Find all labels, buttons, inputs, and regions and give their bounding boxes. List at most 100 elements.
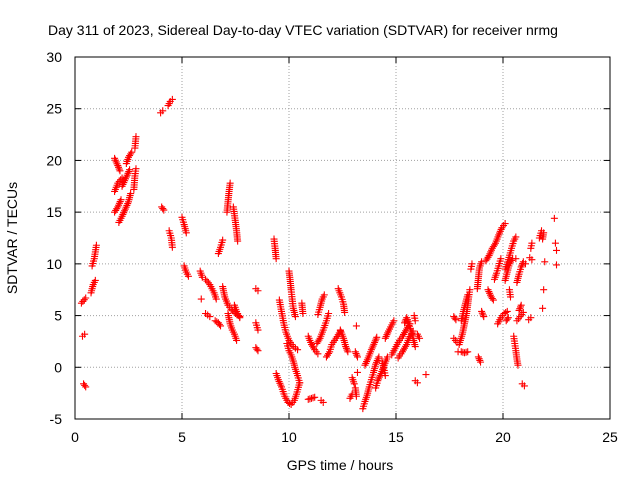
data-point: [475, 355, 483, 363]
plot-frame: [74, 56, 611, 420]
data-point: [390, 317, 398, 325]
data-point: [342, 344, 350, 352]
data-point: [516, 305, 524, 313]
data-point: [514, 361, 522, 369]
data-point: [503, 307, 511, 315]
y-tick-label: 30: [46, 49, 62, 65]
data-point: [515, 306, 523, 314]
y-axis-label: SDTVAR / TECUs: [4, 182, 20, 294]
data-point: [516, 303, 524, 311]
data-point: [296, 379, 304, 387]
y-tick-label: 15: [46, 204, 62, 220]
data-point: [132, 133, 140, 141]
y-tick-label: 5: [54, 308, 62, 324]
x-axis-label: GPS time / hours: [287, 457, 394, 473]
x-tick-label: 20: [495, 429, 511, 445]
data-point: [480, 313, 488, 321]
data-point: [325, 310, 333, 318]
data-point: [197, 295, 205, 303]
data-point: [381, 372, 389, 380]
data-point: [518, 261, 526, 269]
data-point: [464, 348, 472, 356]
data-point: [488, 295, 496, 303]
data-point: [372, 335, 380, 343]
data-point: [476, 356, 484, 364]
data-point: [506, 293, 514, 301]
y-tick-labels: -5 0 5 10 15 20 25 30: [46, 49, 62, 427]
data-point: [553, 246, 560, 254]
data-point: [116, 167, 124, 175]
data-point: [478, 258, 486, 266]
data-point: [352, 392, 360, 400]
data-point: [81, 381, 89, 389]
y-tick-label: -5: [50, 411, 63, 427]
data-point: [517, 301, 525, 309]
data-point: [219, 236, 227, 244]
data-point: [127, 150, 135, 158]
data-point: [411, 317, 419, 325]
data-point: [352, 349, 360, 357]
chart-title: Day 311 of 2023, Sidereal Day-to-day VTE…: [48, 22, 558, 38]
data-point: [320, 291, 328, 299]
data-point: [325, 349, 333, 357]
data-point: [291, 313, 299, 321]
data-point: [314, 350, 322, 358]
data-point: [182, 229, 190, 237]
data-point: [528, 256, 536, 264]
data-point: [254, 326, 262, 334]
x-tick-label: 15: [388, 429, 404, 445]
x-tick-label: 10: [281, 429, 297, 445]
data-point: [477, 358, 485, 366]
data-point: [253, 345, 261, 353]
data-point: [519, 308, 527, 316]
data-point: [319, 398, 327, 406]
data-point: [272, 255, 280, 263]
data-point: [521, 260, 529, 268]
data-point: [204, 279, 212, 287]
data-point: [351, 348, 359, 356]
data-point: [479, 311, 487, 319]
data-point: [113, 205, 121, 213]
data-point: [234, 237, 242, 245]
data-point: [233, 336, 241, 344]
data-point: [502, 308, 510, 316]
data-point: [478, 309, 486, 317]
data-point: [128, 148, 136, 156]
data-point: [504, 314, 512, 322]
data-point: [114, 162, 122, 170]
data-points: [77, 95, 560, 413]
data-point: [353, 368, 361, 376]
data-point: [342, 343, 350, 351]
data-point: [375, 353, 383, 361]
data-point: [501, 220, 509, 228]
data-point: [512, 255, 520, 263]
data-point: [512, 233, 520, 241]
y-tick-label: 10: [46, 256, 62, 272]
data-point: [226, 179, 234, 187]
data-point: [294, 346, 302, 354]
data-point: [168, 243, 176, 251]
data-point: [299, 310, 307, 318]
data-point: [413, 379, 421, 387]
data-point: [315, 336, 323, 344]
x-tick-label: 0: [71, 429, 79, 445]
y-tick-label: 25: [46, 101, 62, 117]
data-point: [217, 322, 225, 330]
data-point: [254, 287, 262, 295]
data-point: [490, 241, 498, 249]
data-point: [528, 239, 536, 247]
data-point: [371, 338, 379, 346]
data-point: [411, 343, 419, 351]
data-point: [212, 295, 220, 303]
data-point: [539, 304, 547, 312]
data-point: [206, 313, 214, 321]
data-point: [80, 296, 88, 304]
axis-ticks: [74, 56, 611, 420]
data-point: [478, 307, 486, 315]
data-point: [343, 346, 351, 354]
data-point: [341, 308, 349, 316]
y-tick-label: 0: [54, 359, 62, 375]
data-point: [352, 322, 360, 330]
data-point: [159, 107, 167, 115]
